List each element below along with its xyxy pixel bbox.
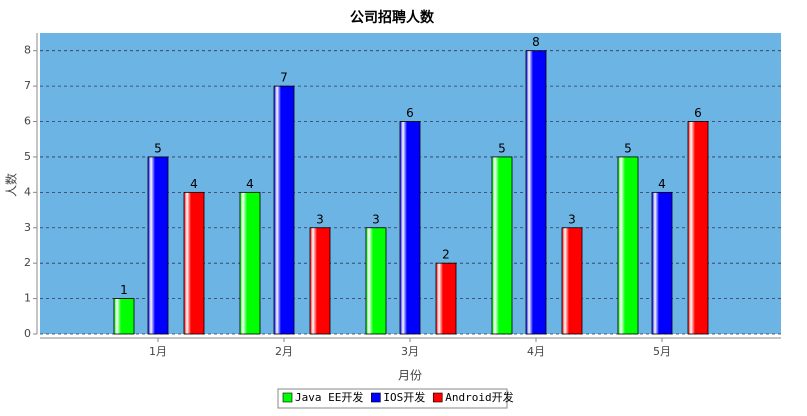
bar bbox=[617, 156, 639, 335]
bar bbox=[399, 121, 421, 335]
y-tick-label: 5 bbox=[24, 150, 31, 163]
value-label: 2 bbox=[442, 248, 450, 262]
value-label: 4 bbox=[246, 177, 254, 191]
legend-swatch bbox=[432, 392, 443, 403]
value-label: 8 bbox=[532, 35, 540, 49]
bar bbox=[651, 191, 673, 335]
value-label: 5 bbox=[498, 141, 506, 155]
value-label: 7 bbox=[280, 71, 288, 85]
bar bbox=[525, 50, 547, 335]
bar bbox=[435, 262, 457, 335]
legend-label: Android开发 bbox=[445, 390, 513, 404]
x-tick-label: 5月 bbox=[653, 345, 671, 358]
legend-swatch bbox=[282, 392, 293, 403]
value-label: 3 bbox=[372, 212, 380, 226]
value-label: 4 bbox=[190, 177, 198, 191]
y-tick-label: 3 bbox=[24, 221, 31, 234]
chart-title: 公司招聘人数 bbox=[350, 9, 435, 26]
y-tick-label: 6 bbox=[24, 115, 31, 128]
x-tick-label: 1月 bbox=[149, 345, 167, 358]
x-tick-label: 3月 bbox=[401, 345, 419, 358]
legend-box bbox=[277, 388, 508, 409]
y-tick-label: 7 bbox=[24, 79, 31, 92]
value-label: 5 bbox=[154, 141, 162, 155]
legend-label: Java EE开发 bbox=[295, 390, 363, 404]
x-axis-label: 月份 bbox=[398, 369, 422, 383]
x-tick-label: 4月 bbox=[527, 345, 545, 358]
y-tick-label: 8 bbox=[24, 44, 31, 57]
y-tick-label: 1 bbox=[24, 292, 31, 305]
bar bbox=[309, 227, 331, 335]
value-label: 1 bbox=[120, 283, 128, 297]
bar bbox=[183, 191, 205, 335]
y-tick-label: 2 bbox=[24, 256, 31, 269]
value-label: 3 bbox=[316, 212, 324, 226]
x-tick-label: 2月 bbox=[275, 345, 293, 358]
y-tick-label: 0 bbox=[24, 327, 31, 340]
y-tick-label: 4 bbox=[24, 185, 31, 198]
bar bbox=[687, 121, 709, 335]
y-axis-label: 人数 bbox=[4, 173, 19, 197]
value-label: 5 bbox=[624, 141, 632, 155]
bar bbox=[147, 156, 169, 335]
bar bbox=[491, 156, 513, 335]
legend-swatch bbox=[371, 392, 381, 403]
bar bbox=[561, 227, 583, 335]
value-label: 6 bbox=[694, 106, 702, 120]
bar bbox=[365, 227, 387, 335]
value-label: 6 bbox=[406, 106, 414, 120]
bar bbox=[113, 298, 135, 335]
value-label: 4 bbox=[658, 177, 666, 191]
legend-label: IOS开发 bbox=[383, 390, 425, 404]
value-label: 3 bbox=[568, 212, 576, 226]
bar bbox=[239, 191, 261, 335]
bar bbox=[273, 85, 295, 335]
